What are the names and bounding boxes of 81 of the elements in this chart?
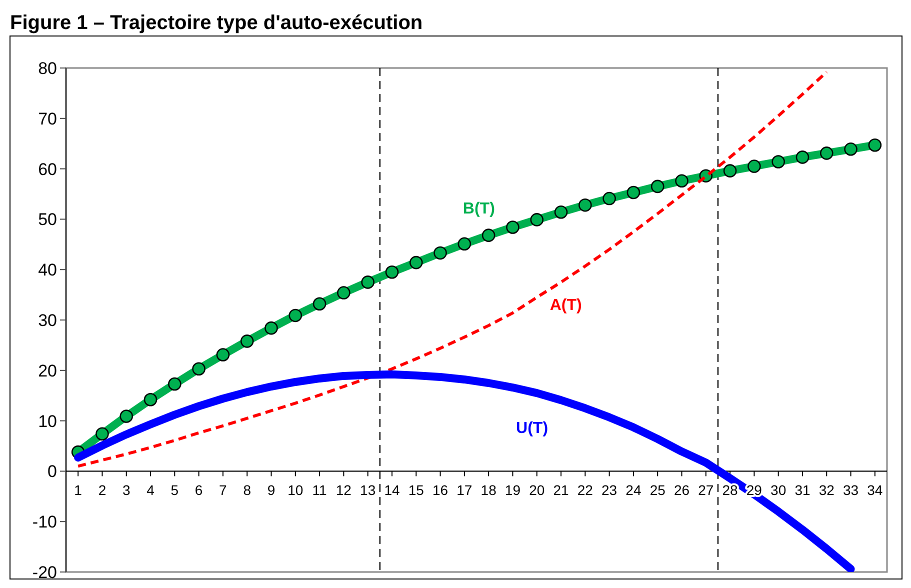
y-tick-label: 10 (38, 412, 57, 431)
x-tick-label: 3 (122, 482, 130, 498)
x-tick-label: 17 (456, 482, 472, 498)
point (144, 392, 158, 406)
y-tick-label: 30 (38, 310, 57, 330)
y-tick-label: 70 (38, 109, 57, 128)
x-tick-label: 12 (336, 482, 352, 498)
point (312, 297, 326, 311)
point (650, 180, 664, 194)
x-tick-label: 7 (219, 482, 228, 498)
point (772, 155, 785, 168)
series-label: U(T) (516, 420, 548, 438)
chart-title: Figure 1 – Trajectoire type d'auto-exécution (10, 12, 423, 34)
x-tick-label: 4 (146, 482, 155, 498)
point (675, 174, 688, 188)
y-tick-label: 60 (38, 160, 57, 179)
x-tick-label: 34 (867, 482, 883, 498)
point (482, 228, 496, 242)
x-tick-label: 11 (312, 482, 328, 498)
x-tick-label: 9 (267, 482, 276, 498)
y-tick-label: 0 (48, 462, 57, 482)
point (626, 186, 640, 200)
point (96, 427, 109, 441)
line-series (76, 70, 828, 468)
x-tick-label: 5 (170, 482, 179, 498)
series-label: B(T) (462, 200, 495, 218)
x-tick-label: 28 (722, 482, 738, 498)
x-tick-label: 25 (650, 482, 666, 498)
y-tick-label: 20 (38, 361, 57, 380)
point (530, 213, 544, 226)
point (723, 164, 737, 178)
point (602, 192, 616, 206)
x-tick-label: 16 (432, 482, 448, 498)
x-tick-label: 10 (288, 482, 304, 498)
y-tick-label: -10 (32, 512, 57, 532)
x-tick-label: 27 (698, 482, 714, 498)
point (434, 246, 447, 260)
point (578, 198, 592, 212)
x-tick-label: 18 (480, 482, 497, 498)
x-tick-label: 32 (818, 482, 835, 498)
y-tick-label: 40 (38, 260, 57, 280)
point (192, 362, 206, 376)
point (168, 377, 182, 391)
point (458, 237, 472, 251)
x-tick-label: 23 (602, 482, 618, 498)
point (796, 150, 810, 164)
point (337, 286, 350, 300)
x-tick-label: 31 (794, 482, 810, 498)
x-tick-label: 26 (674, 482, 690, 498)
x-tick-label: 21 (553, 482, 570, 498)
y-tick-label: 80 (38, 58, 57, 78)
y-tick-label: 50 (38, 210, 57, 230)
series-label: A(T) (550, 297, 582, 314)
x-tick-label: 2 (98, 482, 106, 498)
point (409, 256, 423, 270)
point (120, 410, 134, 423)
x-tick-label: 22 (577, 482, 594, 498)
point (264, 321, 278, 335)
point (554, 205, 568, 219)
point (820, 146, 834, 160)
point (748, 160, 761, 173)
x-tick-label: 19 (504, 482, 521, 498)
point (844, 142, 858, 156)
point (385, 265, 399, 279)
x-tick-label: 33 (842, 482, 859, 498)
x-tick-label: 14 (384, 482, 400, 498)
y-tick-label: -20 (32, 562, 57, 582)
x-tick-label: 13 (360, 482, 376, 498)
x-tick-label: 1 (74, 482, 82, 498)
x-tick-label: 20 (529, 482, 545, 498)
x-tick-label: 15 (408, 482, 424, 498)
x-tick-label: 8 (243, 482, 252, 498)
x-tick-label: 30 (770, 482, 786, 498)
point (506, 220, 520, 234)
point (240, 334, 254, 348)
point (361, 276, 374, 289)
x-tick-label: 6 (194, 482, 203, 498)
point (216, 348, 230, 362)
x-tick-label: 24 (626, 482, 642, 498)
point (288, 308, 302, 322)
point (868, 138, 882, 152)
